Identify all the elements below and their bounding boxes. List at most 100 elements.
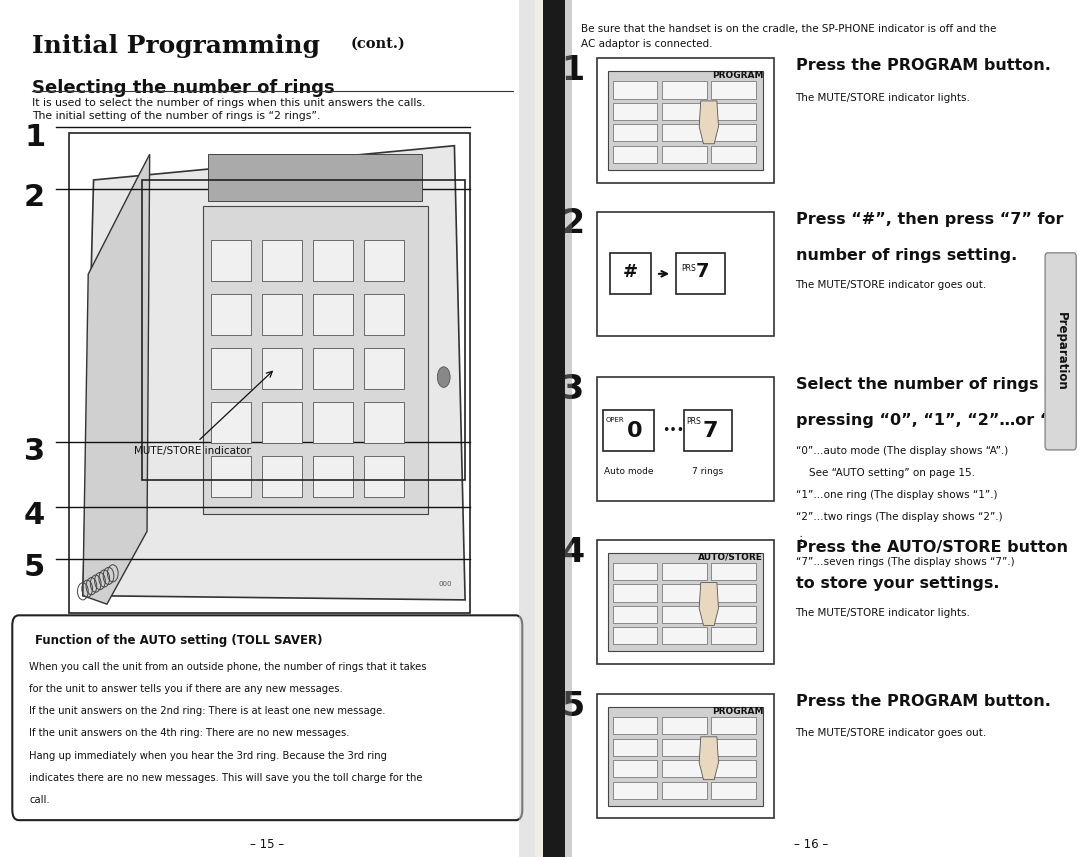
Text: Preparation: Preparation <box>1055 312 1068 391</box>
Text: AC adaptor is connected.: AC adaptor is connected. <box>581 39 713 49</box>
Text: OPER: OPER <box>606 417 624 423</box>
Bar <box>712 563 756 580</box>
Bar <box>597 58 774 183</box>
Text: 4: 4 <box>562 536 584 569</box>
Bar <box>712 124 756 141</box>
Text: Auto mode: Auto mode <box>604 467 653 476</box>
Bar <box>69 133 471 613</box>
Bar <box>597 694 774 818</box>
Bar <box>684 411 732 452</box>
Text: Selecting the number of rings: Selecting the number of rings <box>32 79 335 97</box>
Text: •••: ••• <box>662 424 685 437</box>
Text: 5: 5 <box>562 690 584 723</box>
Bar <box>613 584 658 602</box>
Bar <box>712 782 756 799</box>
Bar <box>203 206 428 514</box>
Bar <box>613 627 658 644</box>
Bar <box>262 348 302 389</box>
Text: The initial setting of the number of rings is “2 rings”.: The initial setting of the number of rin… <box>32 111 321 122</box>
Bar <box>518 0 535 857</box>
Bar <box>662 717 706 734</box>
Bar <box>597 212 774 336</box>
Bar <box>613 124 658 141</box>
Bar <box>604 411 654 452</box>
Bar <box>597 540 774 664</box>
Bar <box>613 782 658 799</box>
Text: number of rings setting.: number of rings setting. <box>796 248 1016 263</box>
Text: 1: 1 <box>24 123 45 152</box>
Bar <box>712 739 756 756</box>
Text: – 15 –: – 15 – <box>251 838 284 851</box>
Text: 5: 5 <box>24 553 45 582</box>
Text: ⋮: ⋮ <box>796 535 806 545</box>
Text: PRS: PRS <box>687 417 701 426</box>
Bar <box>613 103 658 120</box>
Bar <box>662 124 706 141</box>
Polygon shape <box>83 146 465 600</box>
Bar <box>364 348 404 389</box>
Text: pressing “0”, “1”, “2”…or “7”.: pressing “0”, “1”, “2”…or “7”. <box>796 413 1078 428</box>
Text: “1”…one ring (The display shows “1”.): “1”…one ring (The display shows “1”.) <box>796 490 997 500</box>
Bar <box>662 81 706 99</box>
Bar <box>662 627 706 644</box>
Text: 7 rings: 7 rings <box>692 467 724 476</box>
Bar <box>364 240 404 281</box>
Text: Be sure that the handset is on the cradle, the SP-PHONE indicator is off and the: Be sure that the handset is on the cradl… <box>581 24 996 34</box>
Text: Hang up immediately when you hear the 3rd ring. Because the 3rd ring: Hang up immediately when you hear the 3r… <box>29 751 388 761</box>
Text: 2: 2 <box>24 183 45 212</box>
Bar <box>613 760 658 777</box>
Bar <box>662 760 706 777</box>
Bar <box>712 717 756 734</box>
Text: Press the AUTO/STORE button: Press the AUTO/STORE button <box>796 540 1067 555</box>
Text: “0”…auto mode (The display shows “A”.): “0”…auto mode (The display shows “A”.) <box>796 446 1008 456</box>
Text: Function of the AUTO setting (TOLL SAVER): Function of the AUTO setting (TOLL SAVER… <box>35 634 322 647</box>
Bar <box>613 717 658 734</box>
Bar <box>608 71 764 170</box>
FancyBboxPatch shape <box>1045 253 1077 450</box>
Bar <box>313 240 353 281</box>
Bar <box>676 254 725 295</box>
Text: 000: 000 <box>438 581 451 587</box>
Bar <box>543 0 565 857</box>
Text: call.: call. <box>29 795 50 806</box>
Text: 7: 7 <box>703 421 718 440</box>
Text: The MUTE/STORE indicator lights.: The MUTE/STORE indicator lights. <box>796 608 971 619</box>
Bar <box>212 240 252 281</box>
Bar <box>712 103 756 120</box>
Text: It is used to select the number of rings when this unit answers the calls.: It is used to select the number of rings… <box>32 98 426 108</box>
Bar <box>662 584 706 602</box>
Bar <box>564 0 571 857</box>
Text: 4: 4 <box>24 501 45 530</box>
Bar <box>712 627 756 644</box>
Bar <box>262 456 302 497</box>
Polygon shape <box>699 737 718 780</box>
Bar <box>364 456 404 497</box>
Text: PROGRAM: PROGRAM <box>712 71 764 81</box>
Text: (cont.): (cont.) <box>350 37 405 51</box>
Bar <box>662 563 706 580</box>
Text: Initial Programming: Initial Programming <box>32 34 320 58</box>
Bar <box>712 146 756 163</box>
Bar <box>662 103 706 120</box>
Text: 2: 2 <box>562 207 584 241</box>
Bar <box>712 606 756 623</box>
Bar <box>613 563 658 580</box>
Bar <box>313 402 353 443</box>
Bar <box>613 81 658 99</box>
Bar <box>212 348 252 389</box>
Bar <box>712 760 756 777</box>
Bar <box>212 294 252 335</box>
Text: indicates there are no new messages. This will save you the toll charge for the: indicates there are no new messages. Thi… <box>29 773 423 783</box>
Circle shape <box>437 367 450 387</box>
Polygon shape <box>699 101 718 144</box>
Bar <box>597 377 774 501</box>
Text: “7”…seven rings (The display shows “7”.): “7”…seven rings (The display shows “7”.) <box>796 557 1014 567</box>
Text: – 16 –: – 16 – <box>795 838 828 851</box>
Bar <box>613 606 658 623</box>
Text: to store your settings.: to store your settings. <box>796 576 999 591</box>
Text: If the unit answers on the 4th ring: There are no new messages.: If the unit answers on the 4th ring: The… <box>29 728 350 739</box>
Text: MUTE/STORE indicator: MUTE/STORE indicator <box>134 446 251 456</box>
Text: The MUTE/STORE indicator goes out.: The MUTE/STORE indicator goes out. <box>796 280 987 291</box>
Bar <box>662 146 706 163</box>
Bar <box>262 402 302 443</box>
